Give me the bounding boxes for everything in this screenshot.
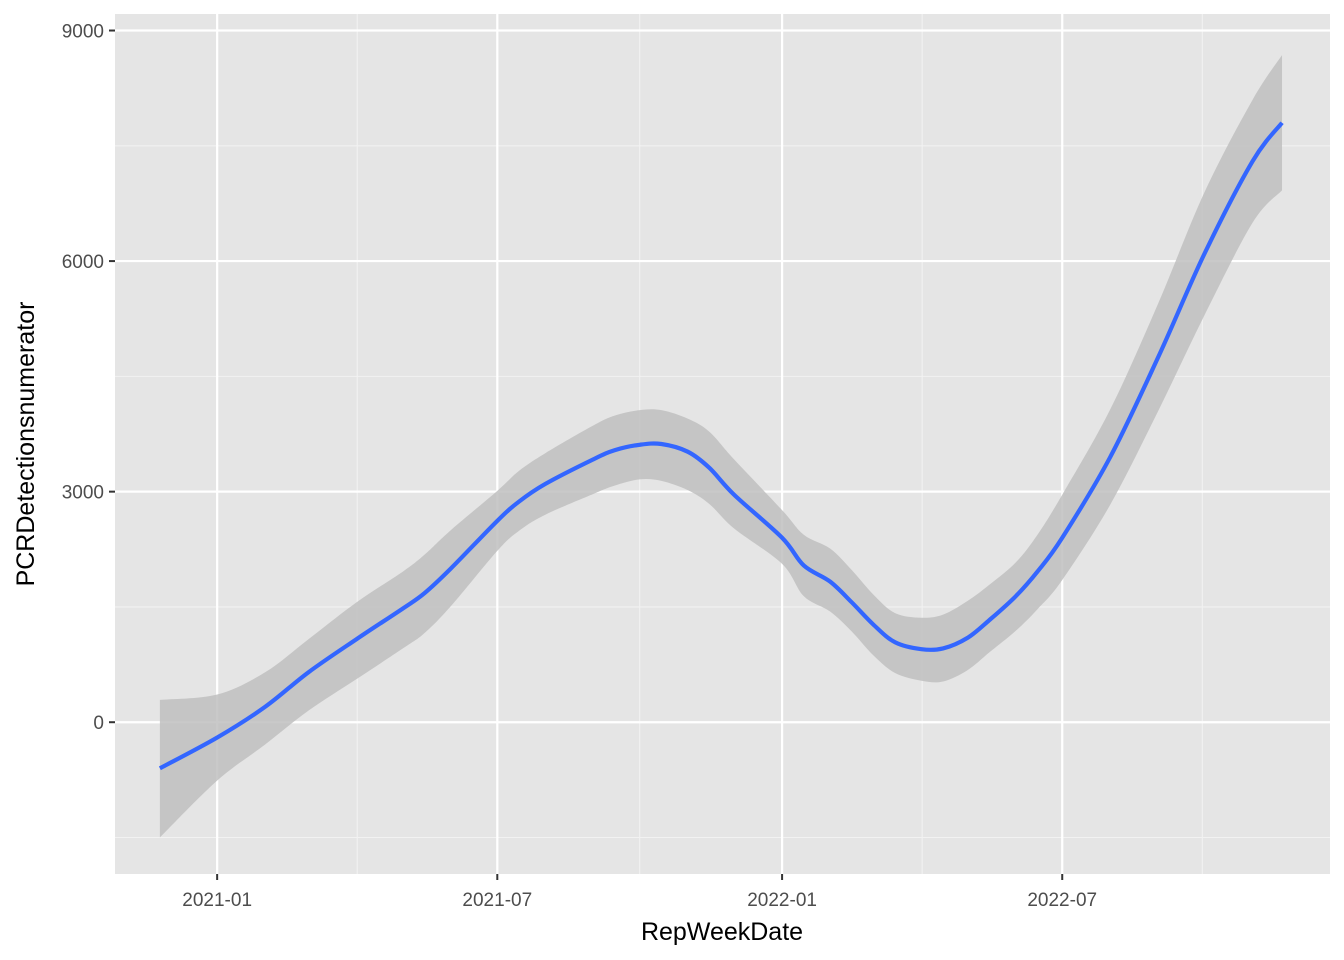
smooth-line-layer — [158, 121, 1284, 771]
y-tick-label: 6000 — [62, 252, 104, 273]
x-axis: 2021-01 2021-07 2022-01 2022-07 — [182, 874, 1097, 911]
x-axis-title: RepWeekDate — [641, 918, 803, 946]
smooth-line — [158, 121, 1284, 771]
x-tick-label: 2022-01 — [747, 890, 817, 911]
panel-background — [115, 14, 1330, 874]
confidence-band — [159, 55, 1283, 838]
y-axis-title: PCRDetectionsnumerator — [12, 302, 40, 587]
confidence-band-layer — [159, 55, 1283, 838]
x-tick-label: 2021-01 — [182, 890, 252, 911]
y-tick-label: 0 — [93, 713, 104, 734]
x-tick-label: 2022-07 — [1027, 890, 1097, 911]
y-tick-label: 3000 — [62, 483, 104, 504]
x-tick-label: 2021-07 — [462, 890, 532, 911]
y-tick-label: 9000 — [62, 22, 104, 43]
y-axis: 0 3000 6000 9000 — [62, 22, 115, 734]
minor-gridlines — [115, 14, 1330, 874]
